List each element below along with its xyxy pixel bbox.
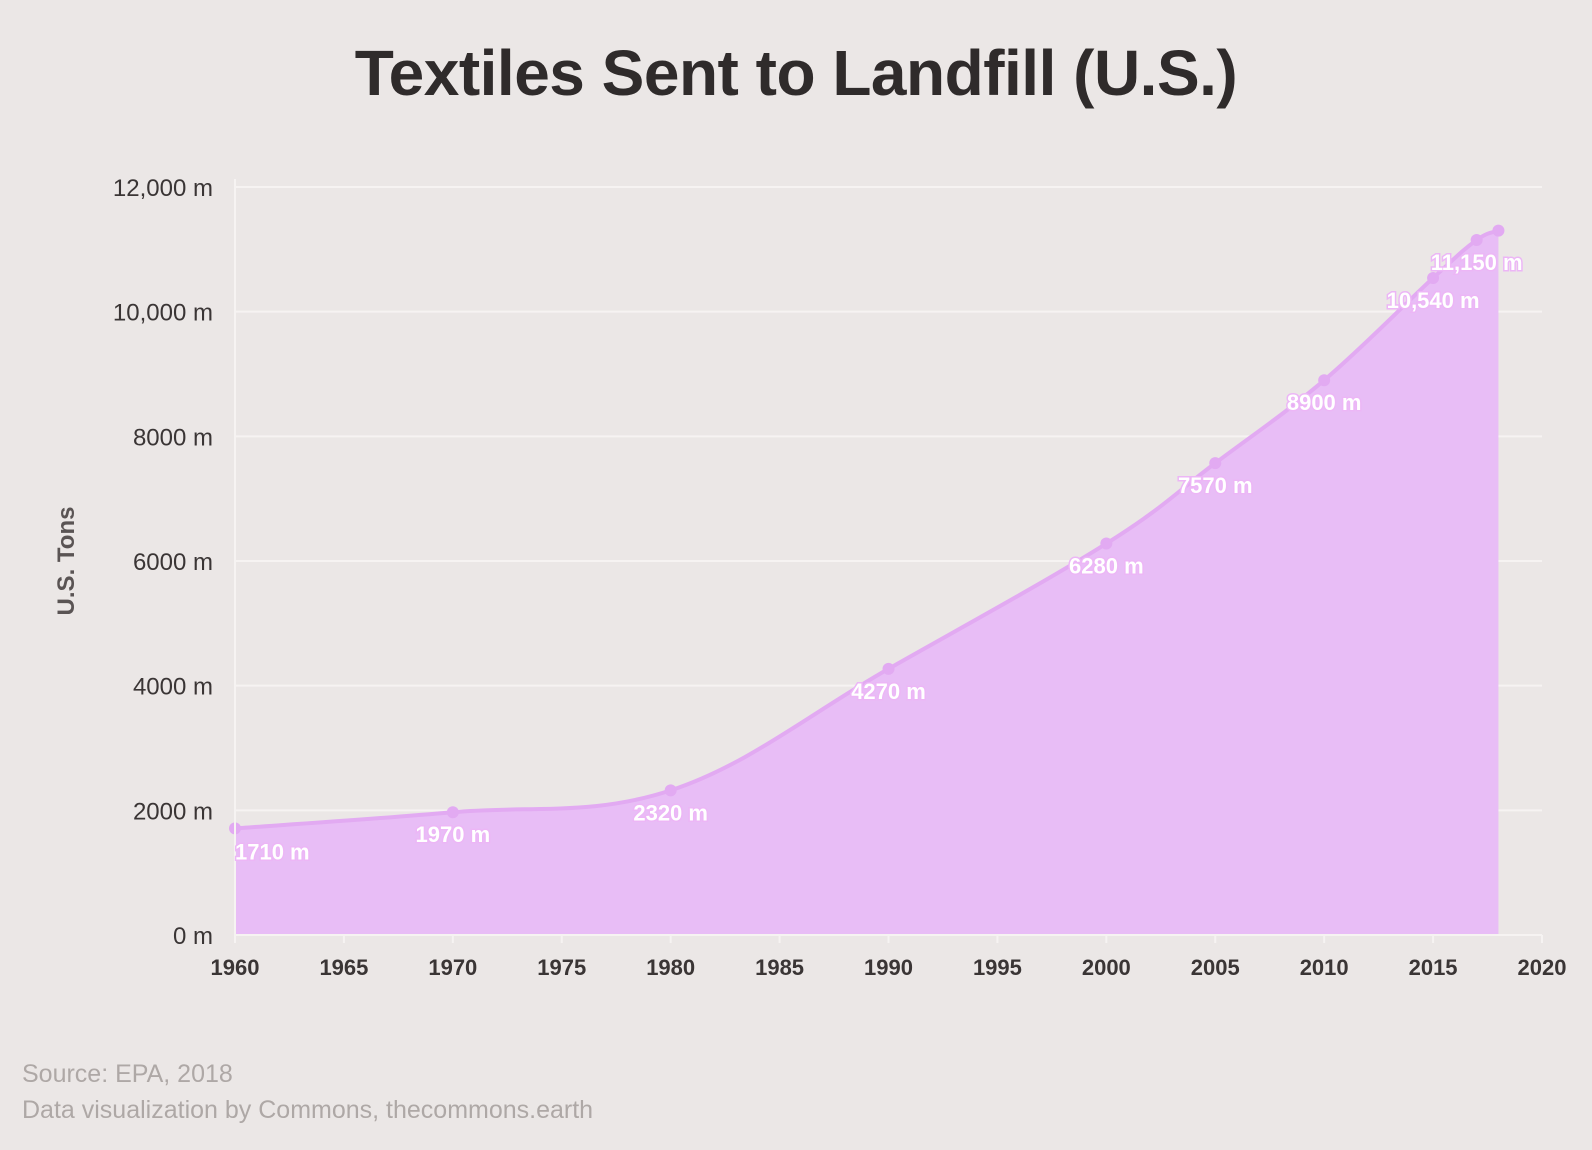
data-point (1427, 272, 1440, 285)
data-labels: 1710 m 1970 m 2320 m 4270 m 6280 m 7570 m 8900… (234, 248, 1525, 865)
data-point (1100, 537, 1113, 550)
x-tick-label: 1995 (973, 955, 1022, 980)
y-tick-label: 2000 m (133, 798, 213, 825)
x-tick-label: 1960 (211, 955, 260, 980)
y-tick-label: 8000 m (133, 424, 213, 451)
data-point (1492, 224, 1505, 237)
y-tick-label: 10,000 m (113, 300, 213, 327)
area-fill (235, 230, 1499, 936)
data-label: 2320 m (633, 800, 708, 825)
data-point (882, 662, 895, 675)
visualization-credit: Data visualization by Commons, thecommon… (22, 1096, 594, 1124)
y-axis-title: U.S. Tons (53, 507, 80, 616)
axes: 0 m 2000 m 4000 m 6000 m 8000 m 10,000 m 12,00… (53, 175, 1566, 980)
data-label: 1710 m (235, 839, 310, 864)
x-tick-label: 2005 (1191, 955, 1240, 980)
data-label: 6280 m (1069, 554, 1144, 579)
y-tick-label: 12,000 m (113, 175, 213, 202)
y-tick-label: 0 m (173, 923, 213, 950)
x-tick-label: 1980 (646, 955, 695, 980)
x-tick-label: 2015 (1409, 955, 1458, 980)
data-point (664, 784, 677, 797)
x-tick-label: 1970 (428, 955, 477, 980)
chart-title: Textiles Sent to Landfill (U.S.) (354, 37, 1238, 109)
x-tick-label: 1975 (537, 955, 586, 980)
data-point (1318, 374, 1331, 387)
y-tick-label: 4000 m (133, 674, 213, 701)
data-point (1470, 233, 1483, 246)
x-tick-label: 1990 (864, 955, 913, 980)
data-point (446, 806, 459, 819)
data-label: 7570 m (1178, 473, 1253, 498)
x-tick-label: 2020 (1518, 955, 1567, 980)
x-tick-label: 2000 (1082, 955, 1131, 980)
x-tick-label: 1965 (319, 955, 368, 980)
x-tick-label: 1985 (755, 955, 804, 980)
data-label: 11,150 m (1431, 250, 1523, 275)
x-tick-label: 2010 (1300, 955, 1349, 980)
y-tick-label: 6000 m (133, 549, 213, 576)
data-label: 1970 m (416, 822, 491, 847)
data-label: 4270 m (851, 679, 926, 704)
source-credit: Source: EPA, 2018 (22, 1060, 233, 1088)
series-line (234, 228, 1500, 831)
area-series (229, 224, 1505, 936)
data-point (1209, 457, 1222, 470)
data-label: 10,540 m (1387, 288, 1480, 313)
data-label: 8900 m (1287, 390, 1362, 415)
